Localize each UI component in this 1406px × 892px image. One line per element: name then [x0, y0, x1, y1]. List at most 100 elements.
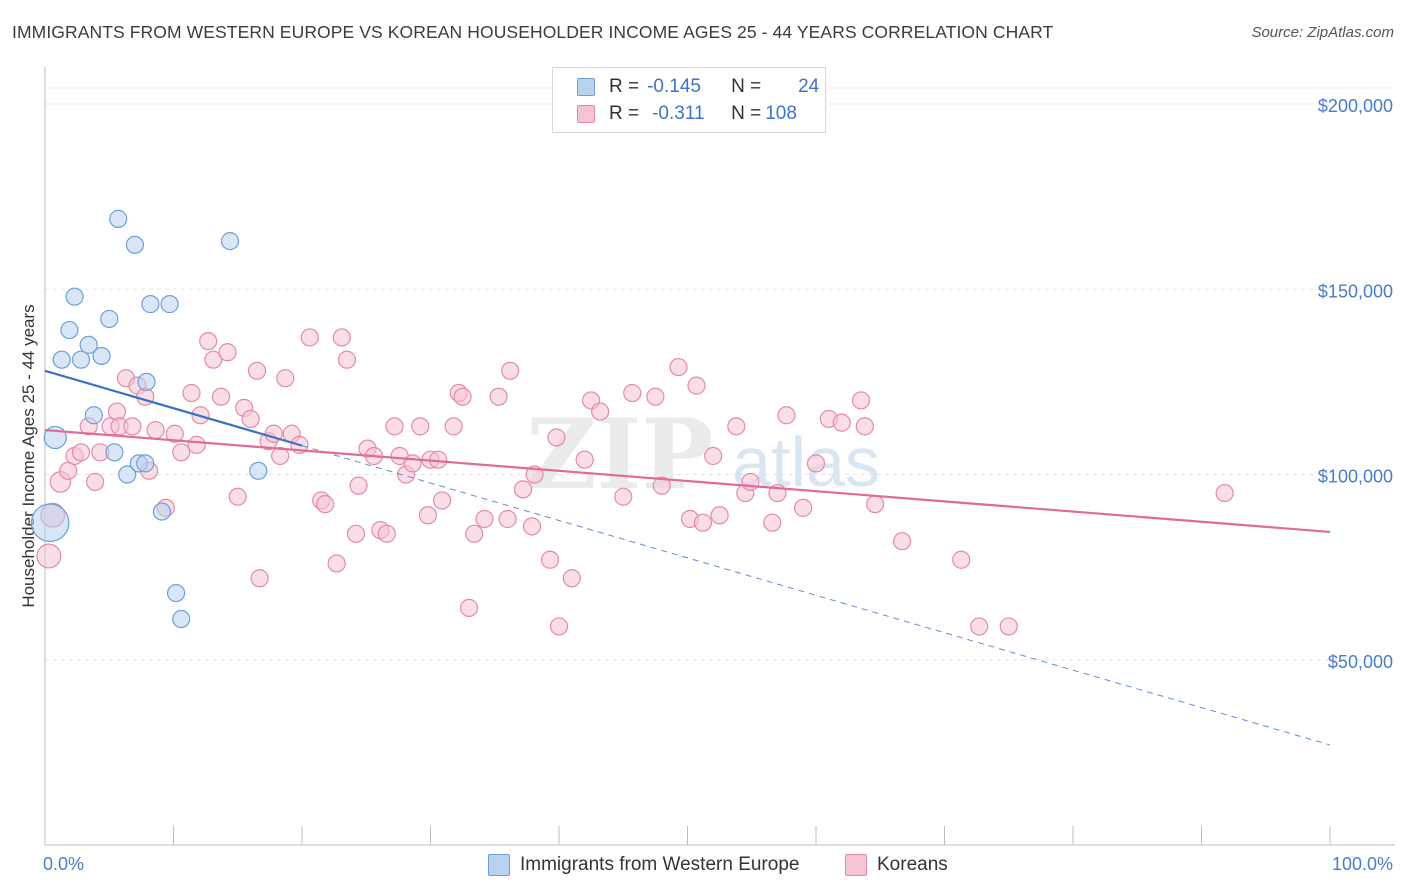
korean-point	[187, 435, 206, 454]
korean-point	[182, 383, 201, 403]
legend-n-value: 24	[798, 76, 820, 97]
korean-point	[107, 402, 127, 421]
y-tick-label: $50,000	[1328, 652, 1393, 672]
legend-r-label: R =	[609, 76, 640, 97]
korean-point	[710, 506, 729, 525]
korean-point	[465, 524, 484, 543]
korean-point	[123, 417, 142, 436]
korean-point	[332, 328, 351, 347]
bottom-legend-swatch-pink	[845, 854, 867, 876]
korean-point	[211, 387, 231, 406]
korean-point	[562, 569, 581, 588]
y-tick-label: $200,000	[1318, 96, 1393, 116]
bottom-legend-label: Immigrants from Western Europe	[520, 854, 800, 875]
western-europe-point	[65, 287, 84, 306]
korean-point	[411, 417, 430, 436]
korean-point	[418, 506, 438, 525]
western-europe-point	[172, 609, 191, 629]
western-europe-points	[30, 209, 268, 629]
y-tick-label: $100,000	[1318, 467, 1393, 487]
korean-point	[763, 513, 782, 532]
korean-point	[851, 391, 871, 410]
korean-point	[489, 387, 508, 406]
korean-point	[832, 413, 851, 432]
korean-point	[669, 357, 688, 377]
western-europe-point	[109, 209, 128, 228]
korean-point	[623, 383, 642, 403]
korean-point	[794, 498, 813, 517]
korean-point	[228, 487, 247, 506]
legend-r-value: -0.311	[652, 103, 705, 124]
western-europe-trendline-extension	[301, 445, 1331, 746]
korean-point	[346, 524, 366, 543]
korean-point	[403, 454, 422, 473]
korean-point	[300, 328, 319, 347]
korean-point	[316, 495, 335, 514]
legend-n-label: N =	[731, 103, 762, 124]
korean-point	[855, 417, 874, 436]
korean-point	[522, 517, 542, 536]
source-label: Source: ZipAtlas.com	[1251, 24, 1394, 41]
korean-point	[172, 443, 191, 462]
western-europe-point	[220, 232, 240, 251]
western-europe-point	[136, 454, 155, 473]
korean-point	[241, 409, 260, 429]
korean-trendline	[44, 428, 1331, 534]
western-europe-point	[166, 583, 186, 603]
western-europe-point	[105, 443, 124, 462]
western-europe-point	[60, 320, 79, 340]
western-europe-point	[79, 335, 98, 354]
korean-point	[327, 554, 346, 573]
korean-point	[652, 476, 671, 495]
western-europe-point	[52, 350, 71, 369]
legend-swatch-blue	[577, 78, 595, 96]
western-europe-point	[160, 295, 179, 314]
korean-point	[385, 417, 404, 436]
korean-point	[247, 361, 267, 380]
korean-point	[687, 376, 706, 395]
korean-point	[86, 472, 105, 492]
korean-point	[36, 543, 62, 569]
western-europe-point	[100, 309, 119, 329]
korean-point	[952, 550, 971, 569]
x-tick-label-max: 100.0%	[1332, 854, 1393, 874]
legend-row-koreans: R = -0.311 N = 108	[577, 102, 805, 126]
axes	[44, 67, 1395, 846]
korean-point	[349, 476, 368, 495]
korean-point	[614, 487, 633, 506]
korean-point	[377, 524, 396, 543]
trendlines	[44, 369, 1331, 746]
korean-point	[591, 402, 610, 421]
bottom-legend-koreans: Koreans	[845, 851, 948, 879]
korean-point	[970, 617, 989, 636]
korean-point	[704, 446, 723, 466]
korean-point	[892, 532, 912, 551]
western-europe-point	[141, 295, 160, 314]
korean-point	[513, 480, 533, 499]
korean-point	[540, 550, 560, 569]
korean-point	[204, 350, 223, 369]
bottom-legend-western-europe: Immigrants from Western Europe	[488, 851, 799, 879]
legend-row-western-europe: R = -0.145 N = 24	[577, 75, 819, 99]
korean-point	[777, 406, 796, 425]
legend-swatch-pink	[577, 105, 595, 123]
western-europe-point	[71, 350, 91, 369]
y-tick-label: $150,000	[1318, 281, 1393, 301]
korean-point	[806, 454, 826, 473]
korean-point	[999, 617, 1018, 636]
korean-point	[575, 450, 594, 469]
western-europe-point	[84, 406, 103, 425]
korean-point	[444, 417, 463, 436]
chart-title: IMMIGRANTS FROM WESTERN EUROPE VS KOREAN…	[12, 22, 1054, 42]
legend-r-value: -0.145	[647, 76, 701, 97]
bottom-legend-swatch-blue	[488, 854, 510, 876]
korean-point	[693, 513, 713, 532]
korean-point	[271, 446, 290, 466]
korean-point	[501, 361, 520, 380]
korean-point	[549, 617, 569, 636]
western-europe-point	[92, 346, 111, 366]
western-europe-trendline	[44, 369, 303, 447]
bottom-legend-label: Koreans	[877, 854, 948, 875]
western-europe-point	[30, 503, 70, 542]
legend-r-label: R =	[609, 103, 640, 124]
